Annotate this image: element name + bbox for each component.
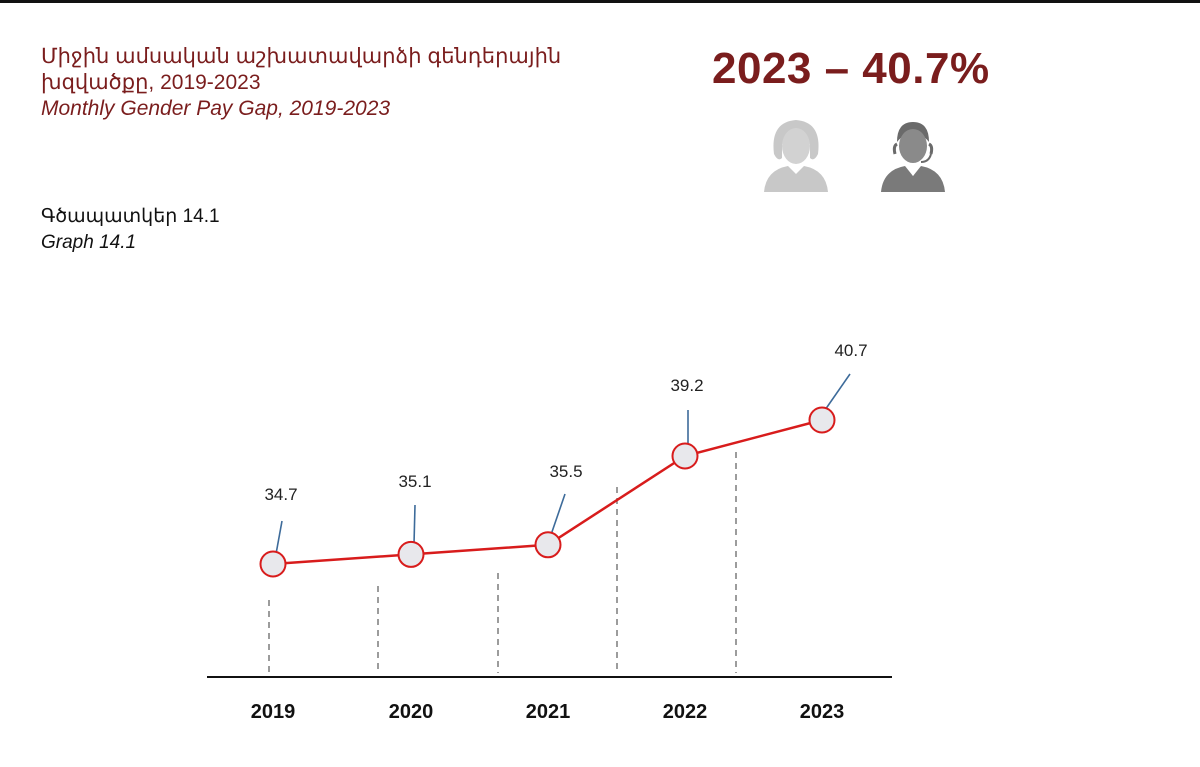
x-tick-label: 2019: [251, 701, 296, 723]
title-armenian-line2: խզվածքը, 2019-2023: [41, 71, 261, 94]
title-armenian-line1: Միջին ամսական աշխատավարձի գենդերային: [41, 45, 562, 68]
data-point-marker: [808, 406, 836, 434]
x-tick-label: 2021: [526, 701, 571, 723]
data-label-leader: [275, 520, 283, 555]
data-label-leader: [824, 373, 851, 411]
top-border: [0, 0, 1200, 3]
data-point-marker: [259, 550, 287, 578]
data-label: 34.7: [264, 485, 297, 504]
graph-label: Գծապատկեր 14.1 Graph 14.1: [41, 204, 220, 256]
data-label-leader: [550, 493, 566, 536]
headline-stat: 2023 – 40.7%: [712, 44, 990, 93]
graph-label-english: Graph 14.1: [41, 232, 137, 253]
female-user-icon: [760, 114, 832, 199]
data-point-marker: [397, 540, 425, 568]
data-label-leader: [413, 504, 416, 545]
x-tick-label: 2022: [663, 701, 708, 723]
data-label: 35.5: [549, 462, 582, 481]
data-label: 35.1: [398, 472, 431, 491]
title-english: Monthly Gender Pay Gap, 2019-2023: [41, 97, 391, 120]
data-point-marker: [671, 442, 699, 470]
data-label: 39.2: [670, 376, 703, 395]
graph-label-armenian: Գծապատկեր 14.1: [41, 206, 220, 227]
data-point-marker: [534, 531, 562, 559]
title-block: Միջին ամսական աշխատավարձի գենդերային խզվ…: [41, 44, 681, 122]
x-tick-label: 2020: [389, 701, 434, 723]
male-user-icon: [877, 114, 949, 199]
x-tick-label: 2023: [800, 701, 845, 723]
data-label: 40.7: [834, 341, 867, 360]
